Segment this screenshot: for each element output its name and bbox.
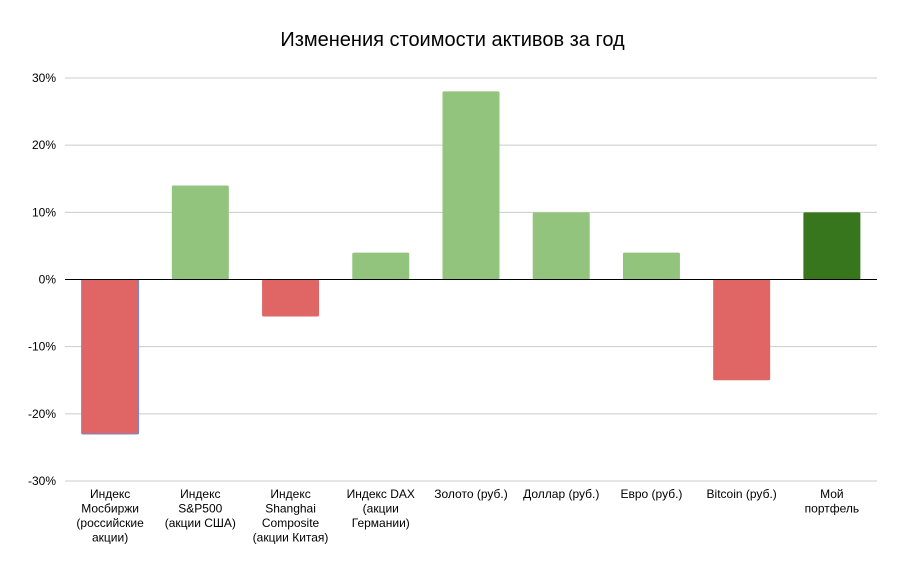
y-tick-label: 30%	[32, 71, 56, 85]
bar	[622, 252, 680, 280]
bar	[713, 279, 771, 381]
y-tick-label: -30%	[28, 474, 56, 488]
y-tick-label: 10%	[32, 205, 56, 219]
bar	[532, 212, 590, 280]
y-tick-label: -10%	[28, 340, 56, 354]
y-tick-label: -20%	[28, 407, 56, 421]
bar	[803, 212, 861, 280]
bar	[81, 279, 140, 435]
x-category-label: Доллар (руб.)	[523, 487, 599, 501]
x-category-label: Индекс Shanghai Composite (акции Китая)	[253, 487, 329, 545]
x-category-label: Индекс Мосбиржи (российские акции)	[76, 487, 144, 545]
bar	[262, 279, 320, 317]
bar	[171, 185, 229, 280]
x-category-label: Индекс S&P500 (акции США)	[165, 487, 236, 530]
x-category-label: Bitcoin (руб.)	[707, 487, 777, 501]
x-category-label: Мой портфель	[805, 487, 859, 516]
y-tick-label: 0%	[39, 273, 57, 287]
x-category-label: Золото (руб.)	[434, 487, 507, 501]
x-category-label: Индекс DAX (акции Германии)	[347, 487, 415, 530]
bar	[442, 91, 500, 280]
chart-title: Изменения стоимости активов за год	[280, 29, 625, 51]
bar	[352, 252, 410, 280]
y-tick-label: 20%	[32, 138, 56, 152]
x-category-label: Евро (руб.)	[620, 487, 682, 501]
